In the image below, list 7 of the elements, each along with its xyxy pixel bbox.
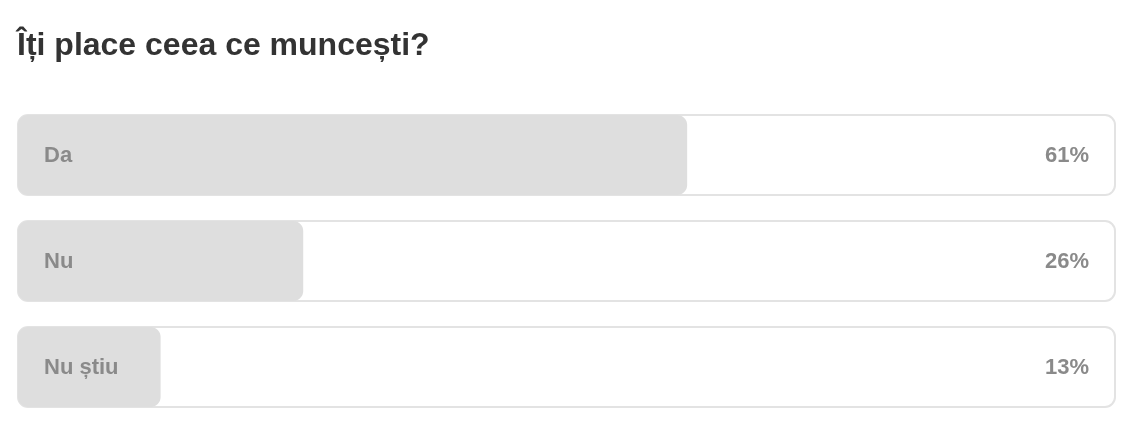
y-tick-label: Nu — [44, 248, 74, 273]
data-label: 13% — [1044, 353, 1089, 379]
chart-title: Îți place ceea ce muncești? — [15, 26, 430, 62]
y-tick-label: Da — [44, 142, 73, 168]
data-label: 26% — [1044, 248, 1089, 273]
y-tick-label: Nu știu — [44, 353, 119, 379]
data-label: 61% — [1044, 142, 1089, 168]
